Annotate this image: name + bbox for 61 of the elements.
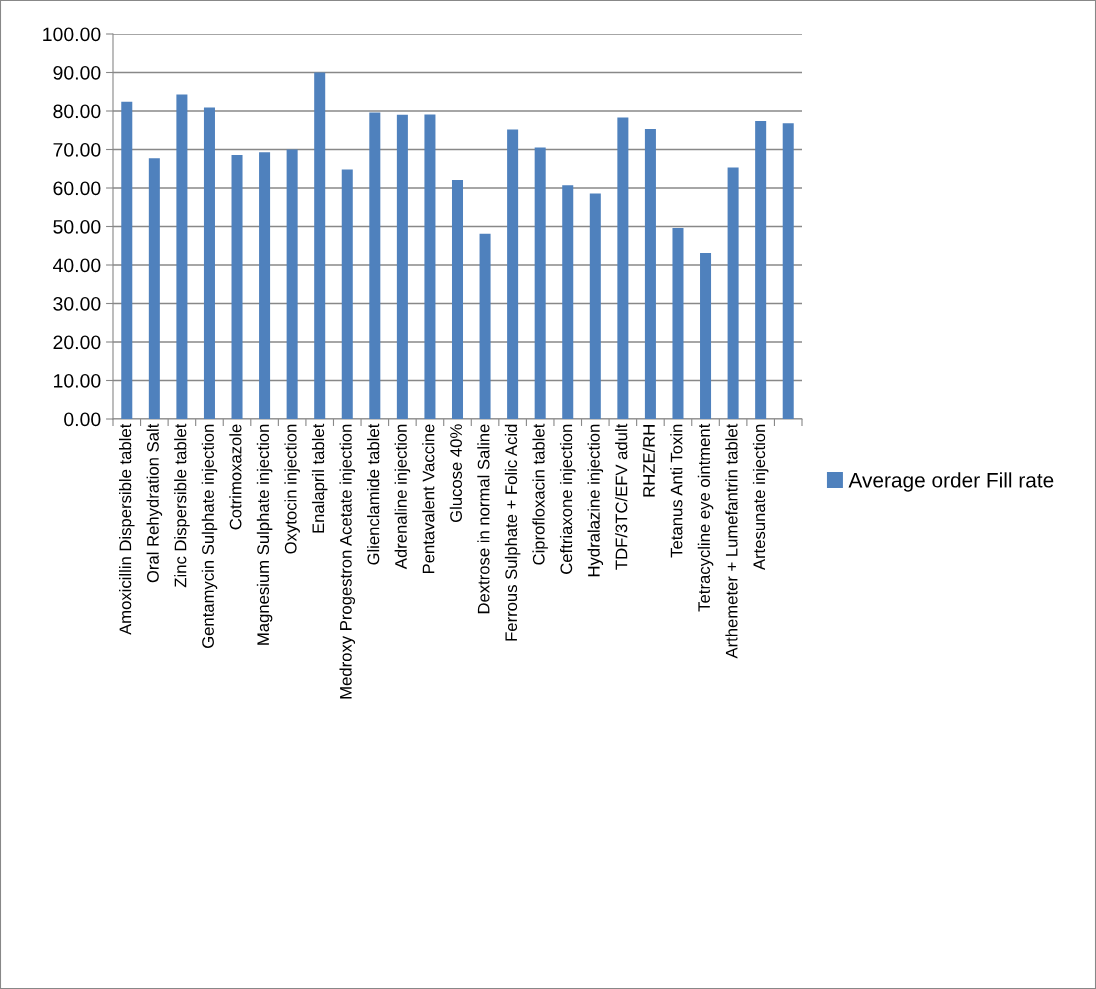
y-tick-label: 10.00 [54,373,101,388]
bar [176,94,188,419]
bar [231,154,243,419]
bar [259,152,271,419]
x-tick-label: Ferrous Sulphate + Folic Acid [504,424,521,641]
bar [479,233,491,419]
x-tick-label: Glucose 40% [449,424,462,523]
x-tick-label: Ciprofloxacin tablet [532,423,548,565]
x-tick-label: Oxytocin injection [284,424,300,554]
bar [700,253,712,419]
x-tick-label: Tetracycline eye ointment [697,423,714,612]
x-tick-label: Glienclamide tablet [367,423,380,565]
bar [617,117,629,419]
x-tick-label: TDF/3TC/EFV adult [615,423,628,570]
x-tick-label: Tetanus Anti Toxin [670,424,683,558]
y-tick-label: 100.00 [43,27,101,42]
bar [727,167,739,419]
y-tick-label: 30.00 [53,296,101,311]
x-tick-label: Hydralazine injection [587,424,604,577]
x-tick-label: Enalapril tablet [311,423,328,533]
y-tick-label: 50.00 [53,219,101,234]
y-tick-label: 0.00 [64,412,101,427]
bar [451,179,464,419]
x-tick-label: Cotrimoxazole [229,424,242,530]
x-tick-label: Dextrose in normal Saline [477,424,490,614]
bar [562,185,574,419]
x-tick-label: Medroxy Progestron Acetate injection [339,424,356,699]
bar [369,112,381,419]
x-tick-label: Oral Rehydration Salt [146,423,163,583]
y-tick-label: 70.00 [53,142,101,157]
x-tick-label: Ceftriaxone injection [559,424,576,574]
bar [341,169,353,419]
bar [424,114,436,419]
bar [672,228,684,419]
bar [589,193,601,419]
bar [314,72,326,419]
y-tick-label: 80.00 [53,104,101,119]
bar [203,107,215,419]
bar [782,123,794,419]
bar [755,121,767,419]
x-tick-label: Artesunate injection [752,424,769,571]
bar [148,158,160,419]
x-tick-label: Adrenaline injection [394,424,411,570]
bar [534,147,546,419]
x-tick-label: Magnesium Sulphate injection [256,424,273,645]
x-tick-label: RHZE/RH [642,425,655,497]
y-tick-label: 20.00 [53,335,101,350]
x-tick-label: Pentavalent Vaccine [422,424,435,574]
bar [286,149,298,419]
bar [396,114,408,419]
x-tick-label: Gentamycin Sulphate injection [201,424,218,648]
x-tick-label: Arthemeter + Lumefantrin tablet [725,423,738,659]
bar [644,129,656,419]
x-tick-label: Amoxicillin Dispersible tablet [119,423,135,635]
bar [121,101,133,419]
y-tick-label: 90.00 [53,65,101,80]
bar [507,129,519,419]
y-tick-label: 40.00 [52,258,101,273]
legend-label: Average order Fill rate [848,472,1054,492]
y-tick-label: 60.00 [53,181,101,196]
x-tick-label: Zinc Dispersible tablet [174,423,190,588]
